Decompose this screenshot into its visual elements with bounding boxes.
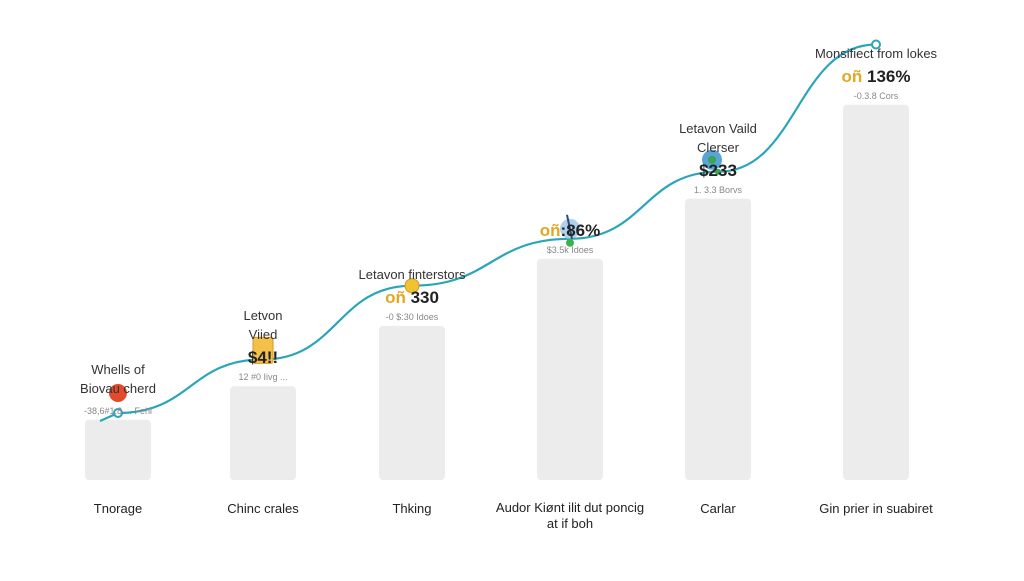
trend-line <box>99 43 877 423</box>
brand-logo-icon: oñ <box>385 287 406 307</box>
annotation-value-4: oñ:86% <box>470 221 670 241</box>
annotation-value-3: oñ 330 <box>312 288 512 308</box>
annotation-note-6-1: Monsifiect from lokes <box>814 45 938 61</box>
dot-icon <box>871 39 881 50</box>
annotation-value-text: 136% <box>862 66 911 86</box>
globe-icon <box>702 149 722 175</box>
bar-1 <box>85 419 151 480</box>
annotation-value-text: $4!! <box>247 348 279 368</box>
category-label-3: Thking <box>392 501 432 516</box>
brand-logo-icon: oñ <box>841 66 863 86</box>
annotation-value-text: 330 <box>405 287 439 307</box>
coin-icon <box>404 278 420 294</box>
bar-3 <box>379 325 445 480</box>
annotation-note-3-1: Letavon finterstors <box>358 266 466 282</box>
category-label-6: Gin prier in suabiret <box>819 501 933 516</box>
bar-4 <box>537 258 603 480</box>
annotation-value-2: $4!! <box>163 348 363 368</box>
category-label-2: Chinc crales <box>227 501 299 516</box>
annotation-note-2-1: Letvon <box>243 308 283 324</box>
brand-logo-icon: oñ <box>539 220 561 240</box>
annotation-sub-5: 1. 3.3 Borvs <box>693 184 743 195</box>
category-label-5: Carlar <box>700 501 736 516</box>
annotation-note-1-2: Biovau cherd <box>80 380 156 396</box>
annotation-note-2-2: Viied <box>248 327 278 343</box>
annotation-sub-3: -0 $:30 Idoes <box>385 311 439 322</box>
annotation-note-5-2: Clerser <box>697 139 739 155</box>
annotation-value-text: $233 <box>699 160 737 180</box>
category-label-1: Tnorage <box>93 501 143 516</box>
annotation-value-5: $233 <box>618 161 818 181</box>
category-label-4: Audor Kiønt ilit dut poncig at if boh <box>495 500 645 531</box>
annotation-value-text: :86% <box>560 220 601 240</box>
bar-5 <box>685 198 751 480</box>
annotation-note-1-1: Whells of <box>91 361 145 377</box>
annotation-sub-6: -0.3.8 Cors <box>853 90 899 101</box>
annotation-sub-2: 12 #0 Iivg ... <box>238 372 288 383</box>
skier-icon <box>560 214 580 247</box>
bar-2 <box>230 386 296 480</box>
annotation-sub-4: $3.5k Idoes <box>546 244 594 255</box>
balloon-icon <box>109 384 127 418</box>
bar-6 <box>843 104 909 481</box>
annotation-value-6: oñ 136% <box>776 67 976 87</box>
annotation-note-5-1: Letavon Vaild <box>679 120 757 136</box>
annotation-sub-1: -38,6#1.8 ... Fehi <box>83 405 153 416</box>
lantern-icon <box>252 336 274 364</box>
